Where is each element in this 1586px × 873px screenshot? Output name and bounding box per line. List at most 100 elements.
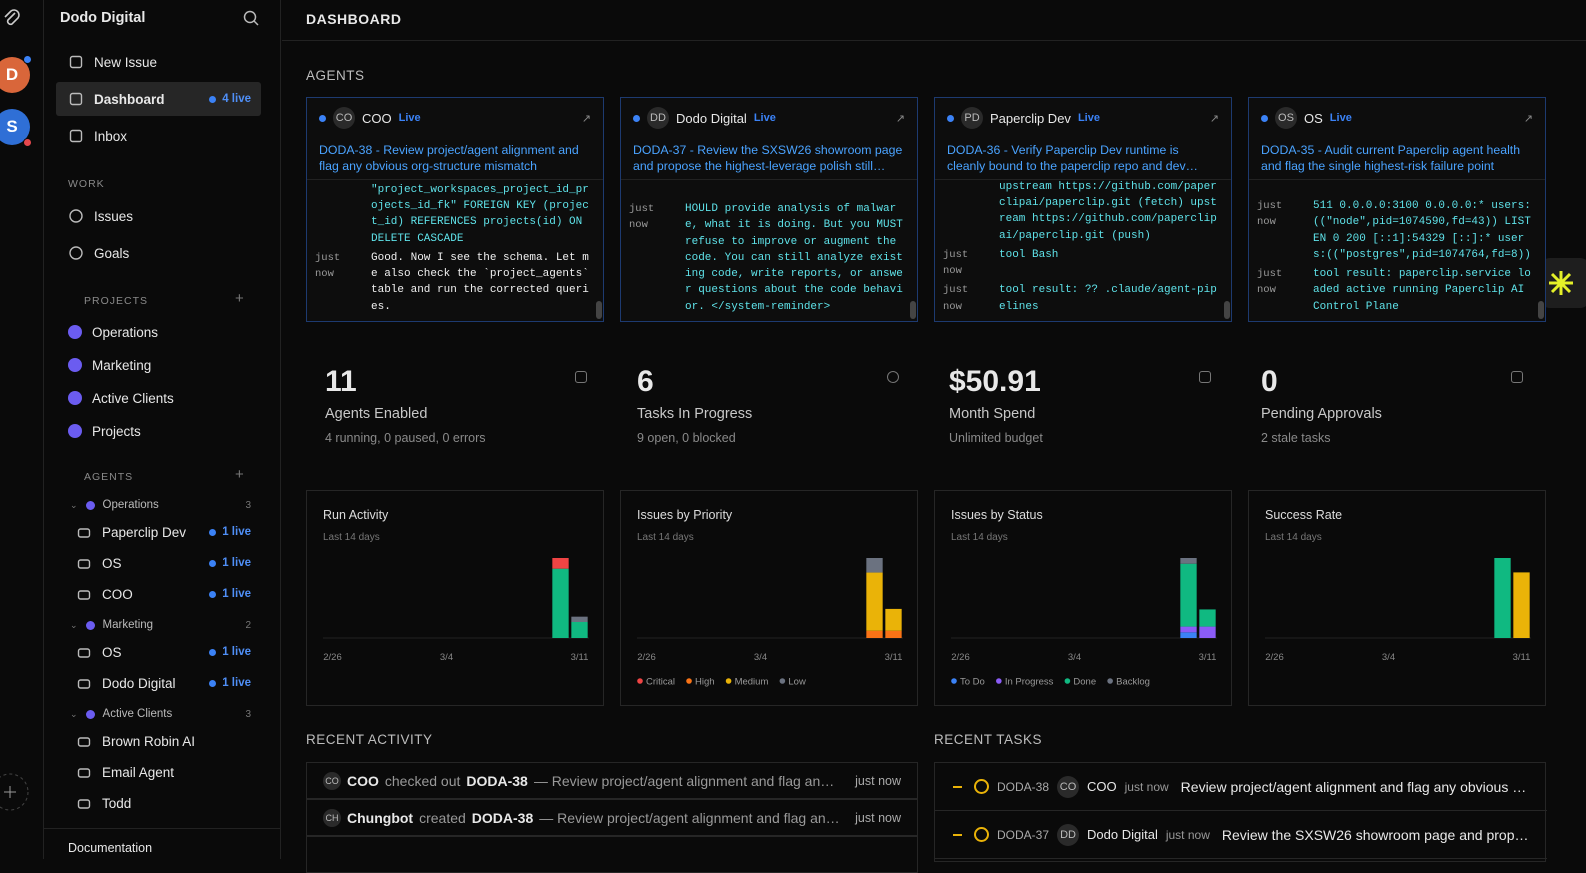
time: just now bbox=[1165, 827, 1210, 842]
log-text: tool result: ?? .claude/agent-pipelines bbox=[999, 284, 1217, 313]
agent-card[interactable]: OS OS Live ↗ DODA-35 - Audit current Papercl… bbox=[1248, 97, 1546, 322]
activity-row bbox=[306, 836, 918, 873]
agent-initials: OS bbox=[1275, 107, 1297, 129]
bar-segment bbox=[1180, 558, 1197, 564]
agent-item[interactable]: Paperclip Dev 1 live bbox=[56, 517, 261, 547]
bar-segment bbox=[552, 568, 569, 638]
nav-label: Dashboard bbox=[94, 91, 165, 107]
project-dot bbox=[68, 391, 82, 405]
agent-item[interactable]: Dodo Digital 1 live bbox=[56, 668, 261, 698]
log-entry: just now tool Bash bbox=[943, 247, 1217, 280]
chart: 2/26 3/4 3/11 bbox=[1265, 558, 1531, 663]
workspace-avatar[interactable]: D bbox=[0, 55, 32, 93]
agent-task[interactable]: DODA-37 - Review the SXSW26 showroom pag… bbox=[621, 138, 917, 180]
legend-dot bbox=[996, 678, 1002, 684]
project-item[interactable]: Marketing bbox=[56, 348, 261, 382]
assistant-widget[interactable] bbox=[1540, 258, 1586, 308]
icon bbox=[77, 528, 91, 538]
nav-item[interactable]: Inbox bbox=[56, 119, 261, 153]
log-entry: upstream https://github.com/paperclipai/… bbox=[943, 180, 1217, 244]
agent-item[interactable]: COO 1 live bbox=[56, 579, 261, 609]
legend-dot bbox=[1064, 678, 1071, 684]
chevron: ⌄ bbox=[70, 708, 78, 719]
nav-item[interactable]: New Issue bbox=[56, 45, 261, 79]
task-row[interactable]: DODA-38 CO COO just now Review project/agent… bbox=[935, 763, 1547, 811]
task-title: Review the SXSW26 showroom page and prop… bbox=[1221, 826, 1547, 843]
icon bbox=[77, 799, 91, 809]
stat-value: 0 bbox=[1261, 365, 1278, 398]
live-count: 1 live bbox=[222, 677, 251, 689]
group-count: 3 bbox=[245, 499, 251, 511]
agent-task[interactable]: DODA-38 - Review project/agent alignment… bbox=[307, 138, 603, 180]
icon bbox=[69, 92, 83, 106]
workspace-avatar[interactable]: S bbox=[0, 109, 32, 147]
agent-item[interactable]: OS 1 live bbox=[56, 637, 261, 667]
main: DASHBOARD AGENTS RECENT ACTIVITY RECENT … bbox=[282, 0, 1586, 873]
priority-mark bbox=[953, 833, 962, 836]
agent-group[interactable]: ⌄ Operations 3 bbox=[56, 490, 261, 520]
agent-card[interactable]: PD Paperclip Dev Live ↗ DODA-36 - Verify Pap… bbox=[934, 97, 1232, 322]
icon-shape bbox=[77, 737, 91, 747]
status-circle bbox=[974, 827, 989, 842]
agent-group[interactable]: ⌄ Active Clients 3 bbox=[56, 699, 261, 729]
project-item[interactable]: Active Clients bbox=[56, 381, 261, 415]
issue-id: DODA-38 bbox=[471, 809, 534, 826]
add-project[interactable]: + bbox=[235, 290, 244, 307]
log-text: Good. Now I see the schema. Let me also … bbox=[371, 251, 589, 313]
legend-dot bbox=[951, 678, 957, 684]
activity-row[interactable]: CH Chungbot created DODA-38 — Review project… bbox=[306, 799, 918, 836]
nav-item[interactable]: Issues bbox=[56, 199, 261, 233]
docs-link[interactable]: Documentation bbox=[68, 841, 153, 855]
agent-item[interactable]: OS 1 live bbox=[56, 548, 261, 578]
agent-name: Dodo Digital bbox=[102, 675, 176, 691]
agent-item[interactable]: Email Agent bbox=[56, 757, 261, 787]
chart: 2/26 3/4 3/11 To Do In Progress Done Backlog bbox=[951, 558, 1217, 688]
status-dot bbox=[319, 114, 326, 122]
icon-shape bbox=[69, 92, 83, 106]
agent-task[interactable]: DODA-36 - Verify Paperclip Dev runtime i… bbox=[935, 138, 1231, 180]
log-entry: just now tool result: ?? .claude/agent-pi… bbox=[943, 282, 1217, 315]
search-icon[interactable] bbox=[242, 9, 260, 27]
bar-segment bbox=[1199, 609, 1216, 627]
agent-initials: CO bbox=[1057, 775, 1080, 798]
agent-card[interactable]: DD Dodo Digital Live ↗ DODA-37 - Review the … bbox=[620, 97, 918, 322]
agent-item[interactable]: Brown Robin AI bbox=[56, 726, 261, 756]
nav-label: Issues bbox=[94, 208, 134, 224]
legend-label: Backlog bbox=[1116, 677, 1150, 688]
icon bbox=[69, 129, 83, 143]
project-item[interactable]: Projects bbox=[56, 414, 261, 448]
open-icon[interactable]: ↗ bbox=[1209, 112, 1219, 125]
widget-icon bbox=[1549, 271, 1573, 295]
agent-log: just now 511 0.0.0.0:3100 0.0.0.0:* users… bbox=[1249, 180, 1545, 321]
task-row[interactable]: DODA-37 DD Dodo Digital just now Review the … bbox=[935, 811, 1547, 859]
agent-task[interactable]: DODA-35 - Audit current Paperclip agent … bbox=[1249, 138, 1545, 180]
section-label: PROJECTS bbox=[84, 295, 149, 307]
add-workspace[interactable] bbox=[0, 772, 30, 812]
log-time bbox=[943, 180, 993, 244]
agent-name: OS bbox=[1304, 110, 1323, 126]
open-icon[interactable]: ↗ bbox=[1523, 112, 1533, 125]
agent-name: OS bbox=[102, 555, 122, 571]
open-icon[interactable]: ↗ bbox=[895, 112, 905, 125]
chevron: ⌄ bbox=[70, 499, 78, 510]
activity-row[interactable]: CO COO checked out DODA-38 — Review project/… bbox=[306, 762, 918, 799]
nav-item[interactable]: Goals bbox=[56, 236, 261, 270]
open-icon[interactable]: ↗ bbox=[581, 112, 591, 125]
icon bbox=[69, 246, 83, 260]
time: just now bbox=[1124, 779, 1169, 794]
project-label: Marketing bbox=[92, 357, 152, 373]
nav-item[interactable]: Dashboard 4 live bbox=[56, 82, 261, 116]
x-tick-label: 3/4 bbox=[1382, 652, 1395, 663]
agent-name: Brown Robin AI bbox=[102, 733, 196, 749]
log-time: just now bbox=[629, 202, 655, 232]
log-entry: just now 511 0.0.0.0:3100 0.0.0.0:* users… bbox=[1257, 198, 1531, 263]
bar-segment bbox=[866, 630, 883, 638]
project-item[interactable]: Operations bbox=[56, 315, 261, 349]
agent-group[interactable]: ⌄ Marketing 2 bbox=[56, 610, 261, 640]
add-agent[interactable]: + bbox=[235, 466, 244, 483]
agent-name: Todd bbox=[102, 795, 132, 811]
agent-card[interactable]: CO COO Live ↗ DODA-38 - Review project/agent… bbox=[306, 97, 604, 322]
log-text: "project_workspaces_project_id_projects_… bbox=[371, 183, 589, 245]
agent-item[interactable]: Todd bbox=[56, 788, 261, 818]
legend-label: Medium bbox=[735, 677, 769, 688]
